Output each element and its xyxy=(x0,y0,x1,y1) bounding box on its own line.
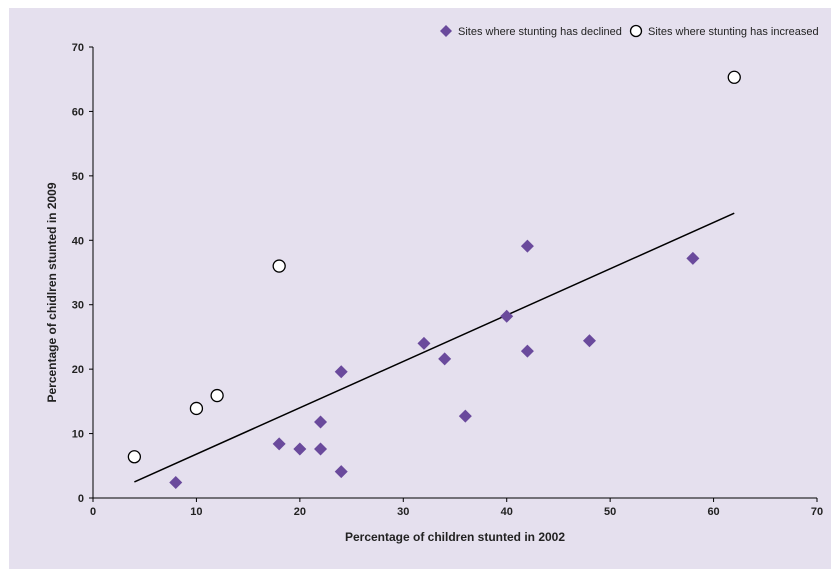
point-increased xyxy=(189,401,204,416)
point-declined xyxy=(169,476,183,490)
ticks: 0 10 20 30 40 50 60 70 0 10 20 30 40 50 60 70 xyxy=(72,42,823,518)
x-tick-label: 70 xyxy=(811,506,823,518)
point-declined xyxy=(500,309,514,323)
point-declined xyxy=(334,465,348,479)
y-tick-label: 20 xyxy=(72,364,84,376)
legend-item-increased: Sites where stunting has increased xyxy=(629,24,819,38)
point-declined xyxy=(272,437,286,451)
point-declined xyxy=(334,365,348,379)
point-declined xyxy=(314,415,328,429)
x-tick-label: 60 xyxy=(707,506,719,518)
y-axis-title: Percentage of chidlren stunted in 2009 xyxy=(45,182,59,402)
point-declined xyxy=(438,352,452,366)
point-declined xyxy=(293,442,307,456)
point-declined xyxy=(417,336,431,350)
point-declined xyxy=(686,251,700,265)
point-increased xyxy=(272,259,286,273)
trendline-group xyxy=(134,212,735,483)
axes xyxy=(92,47,817,499)
point-increased xyxy=(127,450,142,464)
legend: Sites where stunting has declined Sites … xyxy=(440,24,819,38)
point-declined xyxy=(314,442,328,456)
y-tick-label: 50 xyxy=(72,171,84,183)
y-tick-label: 10 xyxy=(72,429,84,441)
x-tick-label: 50 xyxy=(604,506,616,518)
y-tick-label: 40 xyxy=(72,235,84,247)
legend-label-increased: Sites where stunting has increased xyxy=(648,26,819,38)
data-points xyxy=(127,70,741,490)
y-tick-label: 30 xyxy=(72,300,84,312)
point-increased xyxy=(727,70,741,84)
legend-item-declined: Sites where stunting has declined xyxy=(440,25,622,38)
x-tick-label: 10 xyxy=(190,506,202,518)
x-axis-title: Percentage of children stunted in 2002 xyxy=(345,530,565,544)
x-tick-label: 0 xyxy=(90,506,96,518)
point-declined xyxy=(582,334,596,348)
y-tick-label: 70 xyxy=(72,42,84,54)
x-tick-label: 30 xyxy=(397,506,409,518)
y-tick-label: 0 xyxy=(78,493,84,505)
x-tick-label: 40 xyxy=(501,506,513,518)
point-declined xyxy=(520,239,534,253)
chart-background xyxy=(9,8,831,569)
point-increased xyxy=(210,388,224,403)
y-tick-label: 60 xyxy=(72,106,84,118)
point-declined xyxy=(520,344,534,358)
legend-label-declined: Sites where stunting has declined xyxy=(458,26,622,38)
legend-marker-diamond xyxy=(440,25,452,37)
trendline xyxy=(134,212,735,483)
x-tick-label: 20 xyxy=(294,506,306,518)
point-declined xyxy=(458,409,472,423)
legend-marker-circle xyxy=(629,24,643,38)
